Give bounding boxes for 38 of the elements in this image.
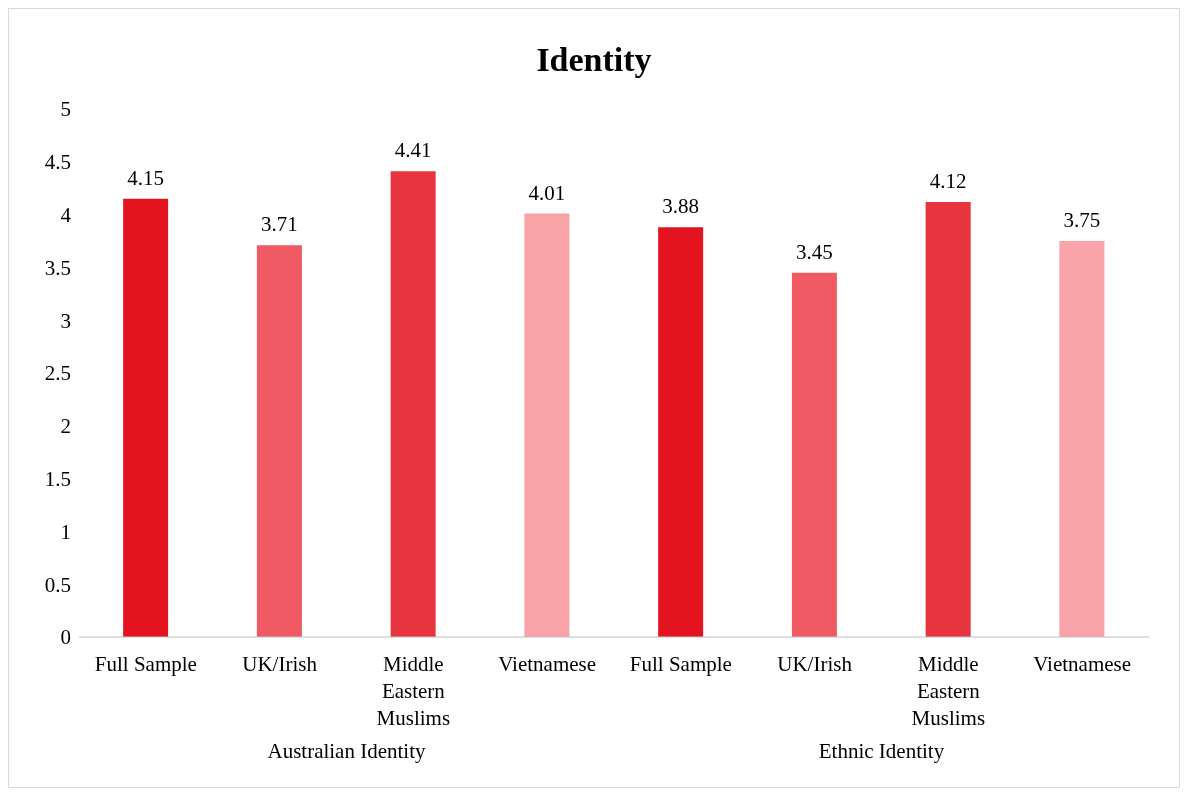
bar [1059, 241, 1105, 637]
bar [658, 227, 704, 637]
text: Australian Identity [266, 739, 427, 764]
y-tick-label: 5 [60, 97, 71, 122]
x-tick-label: Full Sample [94, 652, 197, 676]
x-tick-label: UK/Irish [777, 652, 853, 676]
x-tick-label: Vietnamese [498, 652, 597, 676]
x-tick-label: Middle Eastern Muslims [911, 652, 986, 730]
data-label: 4.15 [127, 165, 165, 190]
text: Ethnic Identity [817, 739, 946, 764]
bar [123, 198, 169, 637]
y-tick-label: 2.5 [44, 361, 71, 386]
y-tick-label: 3.5 [44, 255, 71, 280]
data-label: 4.01 [528, 180, 566, 205]
x-tick-label: Full Sample [629, 652, 732, 676]
bar [925, 201, 971, 637]
y-tick-label: 1.5 [44, 467, 71, 492]
x-tick-label: UK/Irish [242, 652, 318, 676]
y-tick-label: 4.5 [44, 150, 71, 175]
x-tick-label: Middle Eastern Muslims [376, 652, 451, 730]
x-tick-label: Vietnamese [1033, 652, 1132, 676]
chart-title: Identity [535, 41, 653, 79]
y-tick-label: 0 [60, 625, 71, 650]
y-tick-label: 3 [60, 308, 71, 333]
data-label: 3.75 [1063, 208, 1101, 232]
data-label: 4.41 [394, 138, 432, 163]
bar [791, 272, 837, 637]
y-tick-label: 2 [60, 414, 71, 439]
bar [524, 213, 570, 637]
y-tick-label: 4 [60, 203, 72, 228]
y-tick-label: 1 [60, 519, 71, 544]
y-tick-label: 0.5 [44, 572, 71, 597]
data-label: 3.88 [662, 194, 700, 219]
data-label: 4.12 [929, 168, 967, 193]
bar [256, 245, 302, 637]
data-label: 3.71 [261, 212, 298, 237]
data-label: 3.45 [796, 239, 833, 264]
bar [390, 171, 436, 637]
